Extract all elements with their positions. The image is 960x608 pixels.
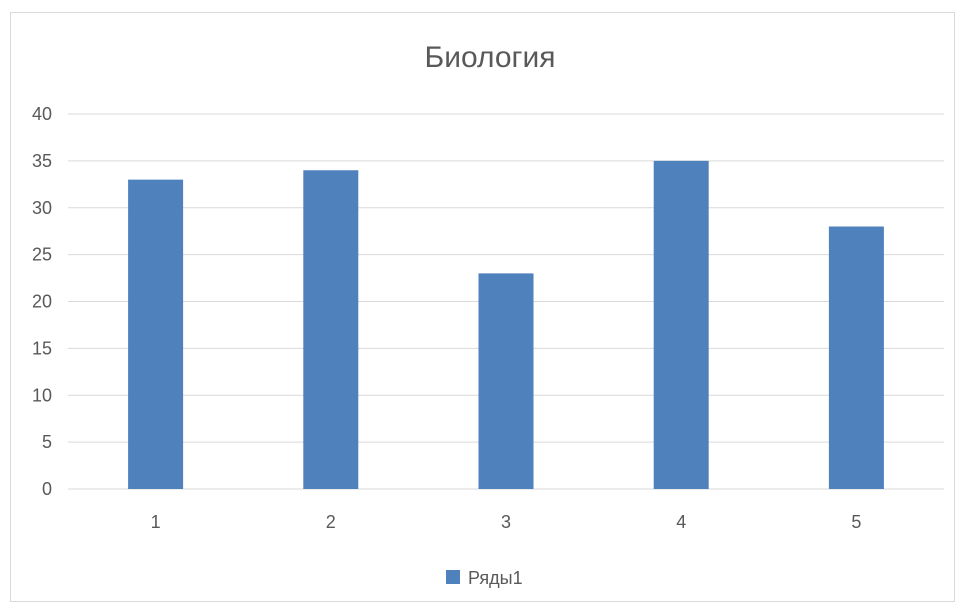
x-tick-label: 2 [326,512,336,532]
y-axis-ticks: 0 5 10 15 20 25 30 35 40 [32,104,52,499]
bars [128,160,884,489]
bar-3 [478,273,534,489]
y-tick-label: 35 [32,151,52,171]
gridlines [68,113,944,490]
x-tick-label: 3 [501,512,511,532]
legend-label: Ряды1 [468,568,523,588]
bar-4 [653,160,709,489]
y-tick-label: 0 [42,479,52,499]
y-tick-label: 30 [32,198,52,218]
x-tick-label: 1 [151,512,161,532]
y-tick-label: 5 [42,432,52,452]
y-tick-label: 15 [32,338,52,358]
y-tick-label: 10 [32,385,52,405]
y-tick-label: 40 [32,104,52,124]
legend: Ряды1 [446,568,523,588]
chart-title: Биология [425,41,556,74]
y-tick-label: 20 [32,292,52,312]
y-tick-label: 25 [32,245,52,265]
x-axis-ticks: 1 2 3 4 5 [151,512,862,532]
bar-5 [828,226,884,489]
x-tick-label: 5 [851,512,861,532]
legend-swatch [446,570,460,584]
bar-1 [128,179,184,489]
x-tick-label: 4 [676,512,686,532]
bar-2 [303,170,359,489]
